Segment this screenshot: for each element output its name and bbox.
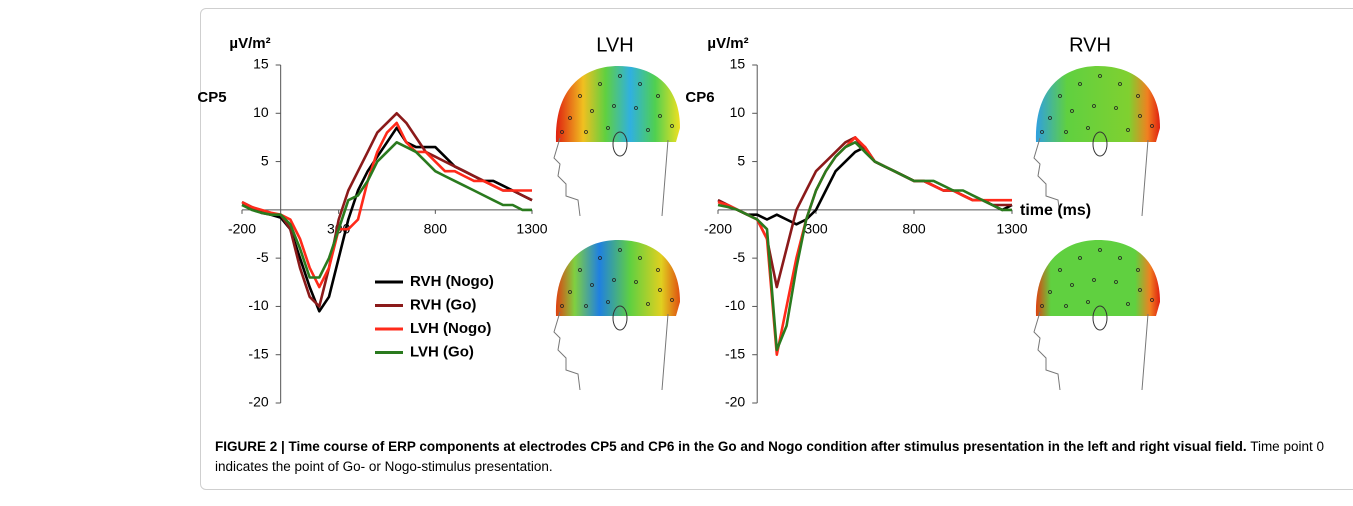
x-tick-label: 1300 — [516, 221, 547, 237]
chart-title: CP6 — [685, 89, 714, 106]
x-axis-label: time (ms) — [1020, 202, 1091, 219]
legend-label: RVH (Nogo) — [410, 273, 494, 290]
y-tick-label: -20 — [248, 394, 268, 410]
y-axis-label: µV/m² — [229, 35, 270, 52]
y-tick-label: 15 — [730, 56, 746, 72]
x-tick-label: -200 — [704, 221, 732, 237]
legend-label: RVH (Go) — [410, 296, 476, 313]
x-tick-label: 1300 — [996, 221, 1027, 237]
chart-title: CP5 — [197, 89, 226, 106]
y-tick-label: -15 — [248, 345, 268, 361]
y-tick-label: -5 — [256, 249, 269, 265]
legend-label: LVH (Go) — [410, 343, 474, 360]
x-tick-label: 800 — [902, 221, 926, 237]
y-tick-label: -10 — [725, 297, 745, 313]
data-line — [717, 145, 1013, 226]
map-label: LVH — [596, 34, 633, 56]
scalp-map — [553, 66, 680, 217]
caption: FIGURE 2 | Time course of ERP components… — [215, 437, 1340, 477]
y-tick-label: 5 — [737, 152, 745, 168]
scalp-map — [1033, 240, 1160, 391]
data-line — [717, 136, 1012, 289]
x-tick-label: 300 — [804, 221, 828, 237]
data-line — [717, 136, 1012, 356]
y-tick-label: 5 — [261, 152, 269, 168]
map-label: RVH — [1069, 34, 1111, 56]
y-axis-label: µV/m² — [707, 35, 748, 52]
y-tick-label: -5 — [733, 249, 746, 265]
figure: µV/m² CP5 LVH -20 -15 -10 -5 5 10 15 -200 300 800 130… — [197, 34, 1160, 410]
y-tick-label: 15 — [253, 56, 269, 72]
figure-frame — [200, 8, 1353, 490]
x-tick-label: 800 — [424, 221, 448, 237]
legend-label: LVH (Nogo) — [410, 320, 491, 337]
scalp-map — [553, 240, 680, 391]
y-tick-label: -15 — [725, 345, 745, 361]
y-tick-label: 10 — [253, 104, 269, 120]
y-tick-label: -10 — [248, 297, 268, 313]
scalp-map — [1033, 66, 1160, 217]
data-line — [717, 141, 1012, 352]
data-line — [241, 121, 532, 289]
caption-bold: FIGURE 2 | Time course of ERP components… — [215, 439, 1247, 454]
x-tick-label: -200 — [228, 221, 256, 237]
caption-text: Time point 0 indicates the point of Go- … — [215, 439, 1324, 474]
data-line — [241, 141, 532, 279]
y-tick-label: -20 — [725, 394, 745, 410]
y-tick-label: 10 — [730, 104, 746, 120]
